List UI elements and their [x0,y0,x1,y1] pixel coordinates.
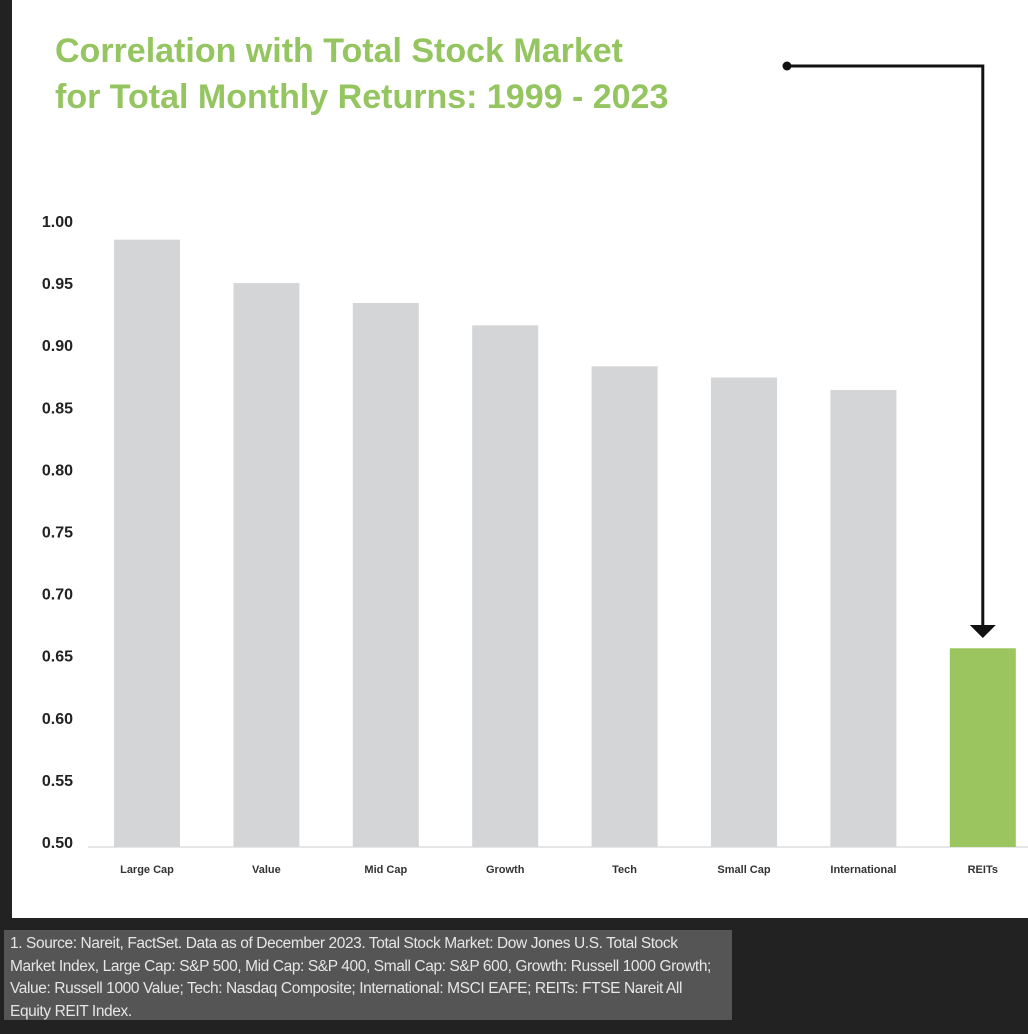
title-line-1: Correlation with Total Stock Market [55,32,624,70]
bar-small-cap [711,377,777,847]
x-tick-label: Mid Cap [364,864,407,876]
bar-international [830,389,897,847]
title-line-2: for Total Monthly Returns: 1999 - 2023 [55,78,669,116]
bar-growth [472,325,539,847]
x-tick-label: REITs [968,864,998,876]
y-tick-label: 0.90 [42,338,73,355]
bar-reits [949,648,1016,847]
y-tick-label: 0.75 [42,525,73,542]
y-tick-label: 0.70 [42,587,73,604]
bar-chart: 0.50 0.55 0.60 0.65 0.70 0.75 0.80 0.85 0.90 0.95… [42,61,1028,876]
annotation-arrow-line [787,64,985,626]
bar-value [233,283,300,848]
y-tick-label: 1.00 [42,214,73,231]
y-tick-label: 0.65 [42,649,73,666]
x-tick-label: Value [252,864,281,876]
bar-mid-cap [352,302,419,847]
y-tick-label: 0.50 [42,835,73,852]
x-tick-label: Large Cap [120,864,174,876]
x-tick-label: Small Cap [717,864,770,876]
y-tick-label: 0.85 [42,400,73,417]
x-tick-label: Growth [486,864,525,876]
bar-tech [591,366,658,847]
source-footnote: 1. Source: Nareit, FactSet. Data as of D… [4,930,732,1020]
y-tick-label: 0.60 [42,711,73,728]
arrowhead-icon [969,625,996,638]
x-tick-label: Tech [612,864,637,876]
bar-large-cap [114,239,180,847]
y-tick-label: 0.95 [42,276,73,293]
y-tick-label: 0.55 [42,773,73,790]
y-tick-label: 0.80 [42,462,73,479]
x-tick-label: International [830,864,896,876]
chart-title: Correlation with Total Stock Market for … [55,28,668,120]
